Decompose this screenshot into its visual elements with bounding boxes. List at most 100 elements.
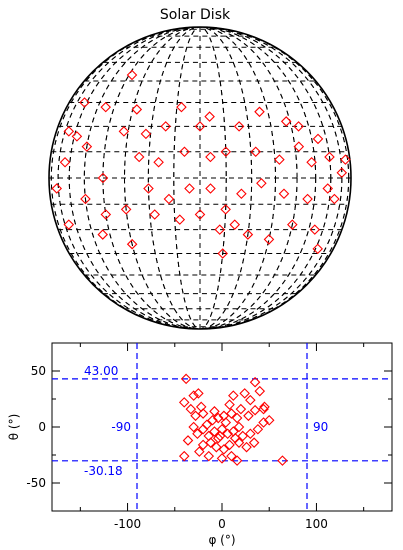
scatter-data-point <box>258 403 269 415</box>
disk-data-point <box>293 141 305 152</box>
disk-data-point <box>204 111 215 122</box>
disk-data-point <box>126 69 138 81</box>
scatter-data-point <box>212 412 224 424</box>
scatter-data-point <box>277 455 288 466</box>
disk-data-point <box>160 121 171 132</box>
x-tick-label: -100 <box>114 517 141 531</box>
disk-data-point <box>120 204 132 215</box>
scatter-data-point <box>194 446 205 457</box>
disk-data-point <box>322 183 334 194</box>
disk-data-point <box>274 154 285 165</box>
scatter-data-point <box>197 408 209 419</box>
disk-data-point <box>63 126 75 137</box>
scatter-data-point <box>203 450 215 462</box>
disk-data-point <box>220 204 231 215</box>
disk-data-point <box>236 188 247 200</box>
scatter-data-point <box>209 426 220 437</box>
disk-data-point <box>79 97 90 108</box>
disk-data-point <box>131 104 143 115</box>
scatter-data-point <box>178 450 190 462</box>
scatter-data-point <box>254 385 266 397</box>
scatter-data-point <box>224 439 235 451</box>
disk-data-point <box>254 106 265 118</box>
scatter-data-point <box>243 410 254 422</box>
x-tick-label: 100 <box>305 517 328 531</box>
scatter-data-point <box>220 417 232 428</box>
disk-data-point <box>184 183 195 194</box>
disk-data-point <box>280 116 292 127</box>
phi-reference-label: 90 <box>313 420 328 434</box>
disk-data-point <box>242 229 254 240</box>
scatter-data-point <box>229 432 241 444</box>
scatter-data-point <box>235 403 247 415</box>
disk-data-point <box>306 156 317 168</box>
disk-data-point <box>256 177 267 189</box>
x-axis-label: φ (°) <box>208 533 235 547</box>
disk-data-point <box>176 101 187 113</box>
disk-data-point <box>229 219 241 230</box>
disk-data-point <box>81 141 93 152</box>
scatter-data-point <box>249 404 261 416</box>
disk-data-point <box>220 146 232 158</box>
scatter-data-point <box>188 421 199 433</box>
scatter-data-point <box>241 441 252 453</box>
scatter-data-point <box>263 415 275 426</box>
disk-data-point <box>263 234 275 245</box>
scatter-data-point <box>207 415 218 426</box>
reference-lines: 43.00 -30.18 -90 90 <box>52 343 392 511</box>
scatter-data-point <box>197 423 209 435</box>
scatter-data-point <box>239 388 250 399</box>
disk-data-point <box>194 121 206 132</box>
scatter-data-point <box>226 408 237 419</box>
scatter-data-point <box>233 421 245 433</box>
disk-data-point <box>133 151 145 163</box>
scatter-data-point <box>231 455 243 466</box>
disk-data-point <box>278 188 290 200</box>
axis-ticks: -100 0 100 -50 0 50 <box>26 343 392 531</box>
scatter-data-point <box>252 423 264 435</box>
scatter-data-point <box>231 412 243 424</box>
disk-grid <box>49 26 351 330</box>
disk-data-point <box>100 209 112 220</box>
longitude-line <box>68 26 332 330</box>
theta-reference-label: -30.18 <box>84 464 123 478</box>
disk-data-point <box>100 101 112 113</box>
scatter-data-point <box>188 390 199 401</box>
phi-theta-scatter: -100 0 100 -50 0 50 43.00 -30.18 -90 90 φ (°) θ … <box>7 342 393 547</box>
disk-data-point <box>233 121 245 132</box>
scatter-data-point <box>180 373 192 385</box>
disk-data-point <box>312 243 323 255</box>
disk-data-point <box>153 156 164 168</box>
scatter-data-point <box>205 437 216 448</box>
scatter-data-point <box>245 394 256 406</box>
longitude-line <box>57 26 343 330</box>
scatter-data-point <box>212 432 224 444</box>
scatter-data-point <box>192 428 203 439</box>
theta-reference-label: 43.00 <box>84 364 118 378</box>
disk-data-point <box>324 151 335 163</box>
disk-data-point <box>217 248 228 259</box>
disk-data-point <box>329 193 340 205</box>
x-tick-label: 0 <box>218 517 226 531</box>
scatter-data-point <box>224 399 235 410</box>
disk-data-point <box>293 121 304 132</box>
disk-data-point <box>179 146 190 158</box>
disk-data-point <box>250 146 261 158</box>
longitude-line <box>102 26 298 330</box>
scatter-data-point <box>216 453 228 464</box>
scatter-data-point <box>228 390 239 401</box>
disk-data-point <box>118 126 130 137</box>
y-tick-label: -50 <box>26 476 46 490</box>
scatter-data-point <box>218 444 230 455</box>
solar-disk-plot: Solar Disk <box>48 7 352 330</box>
scatter-data-point <box>248 437 260 448</box>
disk-data-point <box>312 133 324 145</box>
y-tick-label: 50 <box>31 364 46 378</box>
disk-limb <box>48 26 352 330</box>
scatter-data-point <box>190 410 201 422</box>
scatter-data-point <box>226 450 237 462</box>
scatter-data-point <box>211 441 222 453</box>
disk-data-point <box>140 128 152 140</box>
disk-data-point <box>63 219 75 230</box>
